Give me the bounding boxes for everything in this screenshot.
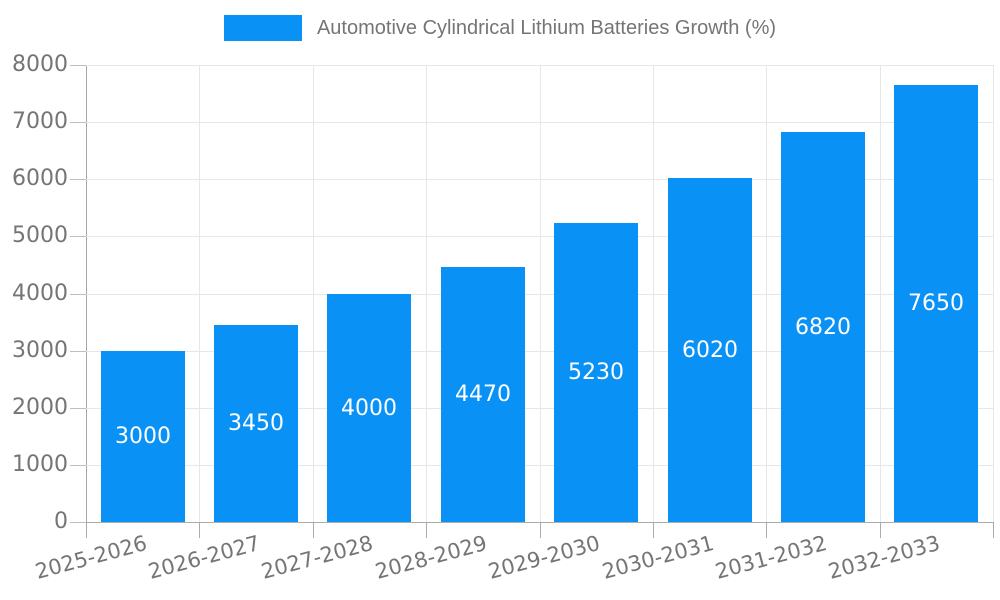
y-axis-tick	[70, 408, 86, 409]
x-gridline	[313, 65, 314, 522]
x-axis-tick	[766, 522, 767, 538]
y-axis-tick	[70, 179, 86, 180]
bar[interactable]: 4470	[441, 267, 525, 522]
bar-value-label: 3450	[228, 411, 284, 436]
y-axis-tick	[70, 351, 86, 352]
bar-value-label: 5230	[568, 360, 624, 385]
bar[interactable]: 3450	[214, 325, 298, 522]
x-gridline	[199, 65, 200, 522]
bar-value-label: 4000	[341, 395, 397, 421]
x-gridline	[993, 65, 994, 522]
x-axis-tick	[199, 522, 200, 538]
x-axis-tick	[426, 522, 427, 538]
y-gridline	[86, 294, 993, 295]
y-gridline	[86, 236, 993, 237]
y-axis-tick	[70, 65, 86, 66]
x-axis-tick	[540, 522, 541, 538]
x-axis-tick	[86, 522, 87, 538]
y-axis-tick	[70, 465, 86, 466]
bar-value-label: 6820	[795, 314, 851, 340]
y-axis-line	[86, 65, 87, 522]
legend-label: Automotive Cylindrical Lithium Batteries…	[316, 16, 777, 39]
y-gridline	[86, 465, 993, 466]
y-axis-label: 8000	[12, 52, 68, 77]
bar[interactable]: 7650	[894, 85, 978, 522]
x-axis-tick	[653, 522, 654, 538]
bar-value-label: 3000	[115, 424, 171, 449]
bar[interactable]: 5230	[554, 223, 638, 522]
y-axis-label: 4000	[12, 281, 68, 306]
x-gridline	[540, 65, 541, 522]
bar[interactable]: 3000	[101, 351, 185, 522]
y-gridline	[86, 65, 993, 66]
legend-swatch	[223, 15, 302, 41]
x-axis-tick	[313, 522, 314, 538]
y-axis-label: 2000	[12, 395, 68, 420]
bar-value-label: 4470	[455, 382, 511, 407]
y-axis-tick	[70, 122, 86, 123]
x-gridline	[880, 65, 881, 522]
x-axis-tick	[880, 522, 881, 538]
y-gridline	[86, 179, 993, 180]
y-axis-tick	[70, 294, 86, 295]
bar-value-label: 7650	[908, 291, 964, 316]
bar[interactable]: 6820	[781, 132, 865, 522]
x-gridline	[766, 65, 767, 522]
y-axis-tick	[70, 522, 86, 523]
y-gridline	[86, 351, 993, 352]
x-gridline	[426, 65, 427, 522]
legend-item[interactable]: Automotive Cylindrical Lithium Batteries…	[0, 15, 1000, 41]
bar-value-label: 6020	[682, 337, 738, 363]
y-axis-label: 5000	[12, 223, 68, 248]
x-axis-tick	[993, 522, 994, 538]
bar[interactable]: 6020	[668, 178, 752, 522]
y-axis-label: 0	[54, 509, 68, 534]
x-gridline	[653, 65, 654, 522]
bar[interactable]: 4000	[327, 294, 411, 522]
y-gridline	[86, 122, 993, 123]
y-gridline	[86, 408, 993, 409]
y-axis-tick	[70, 236, 86, 237]
y-axis-label: 7000	[12, 109, 68, 134]
y-axis-label: 3000	[12, 338, 68, 363]
y-axis-label: 1000	[12, 452, 68, 477]
y-axis-label: 6000	[12, 166, 68, 191]
